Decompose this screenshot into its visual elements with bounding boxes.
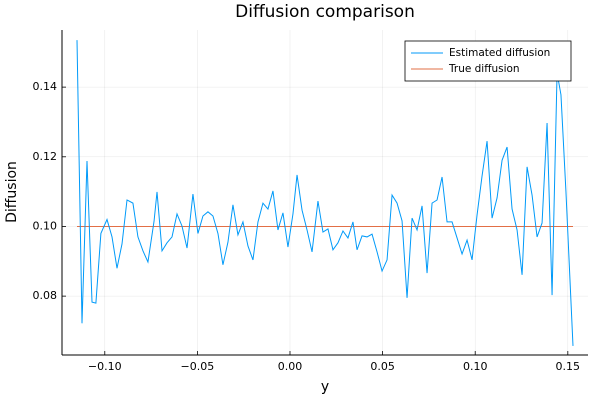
x-axis-label: y xyxy=(321,379,329,395)
chart-title: Diffusion comparison xyxy=(235,2,415,22)
y-tick-label: 0.12 xyxy=(33,150,58,163)
y-tick-label: 0.08 xyxy=(33,289,58,302)
y-axis-label: Diffusion xyxy=(4,161,20,223)
legend-label: True diffusion xyxy=(448,63,520,75)
x-tick-label: 0.10 xyxy=(463,360,488,373)
y-tick-label: 0.10 xyxy=(33,219,58,232)
x-tick-label: 0.05 xyxy=(370,360,395,373)
x-tick-label: −0.05 xyxy=(181,360,215,373)
legend-label: Estimated diffusion xyxy=(449,47,550,59)
y-tick-label: 0.14 xyxy=(33,80,58,93)
legend-box xyxy=(404,40,572,82)
x-tick-label: −0.10 xyxy=(88,360,122,373)
series-line xyxy=(76,40,574,346)
x-tick-label: 0.00 xyxy=(278,360,303,373)
x-tick-label: 0.15 xyxy=(556,360,581,373)
